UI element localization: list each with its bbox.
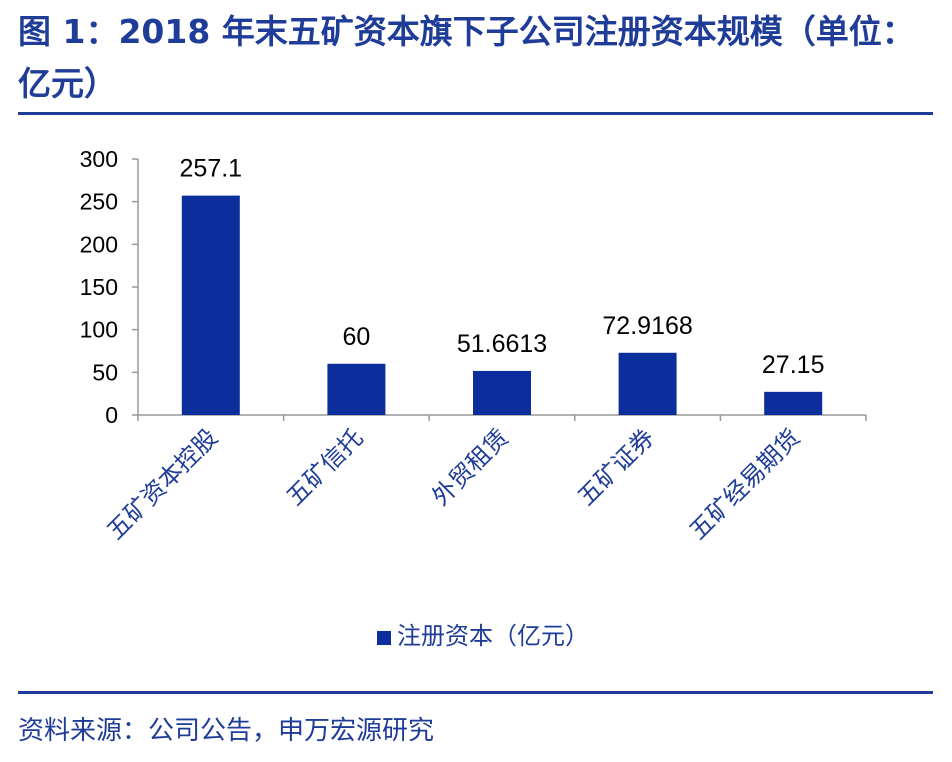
y-tick-label: 250 (80, 189, 118, 215)
bar (327, 363, 386, 415)
legend-swatch (377, 631, 391, 645)
y-tick-label: 50 (92, 359, 118, 385)
bar (181, 195, 240, 415)
footer-rule (18, 691, 933, 694)
bar (618, 352, 677, 415)
y-tick-label: 200 (80, 231, 118, 257)
y-tick-label: 300 (80, 146, 118, 172)
legend-label: 注册资本（亿元） (397, 622, 589, 650)
y-tick-label: 100 (80, 317, 118, 343)
bar-chart: 0 50 100 150 200 250 300 257.1 五矿资本控股 60 五矿信托 51.66… (80, 146, 867, 650)
data-label: 72.9168 (602, 312, 692, 340)
bar (473, 370, 531, 415)
y-tick-label: 0 (105, 402, 118, 428)
x-tick-label: 五矿资本控股 (101, 423, 223, 545)
x-tick-label: 五矿经易期货 (684, 423, 806, 545)
source-note: 资料来源：公司公告，申万宏源研究 (18, 716, 435, 746)
x-tick-label: 五矿证券 (572, 423, 660, 511)
data-label: 60 (342, 323, 370, 351)
bar (764, 391, 823, 415)
x-tick-label: 五矿信托 (281, 423, 369, 511)
title-rule (18, 112, 933, 115)
figure-title: 图 1：2018 年末五矿资本旗下子公司注册资本规模（单位：亿元） (18, 12, 915, 103)
data-label: 27.15 (762, 351, 825, 379)
data-label: 257.1 (180, 155, 243, 183)
x-tick-label: 外贸租赁 (427, 423, 515, 511)
y-tick-label: 150 (80, 274, 118, 300)
data-label: 51.6613 (457, 330, 547, 358)
